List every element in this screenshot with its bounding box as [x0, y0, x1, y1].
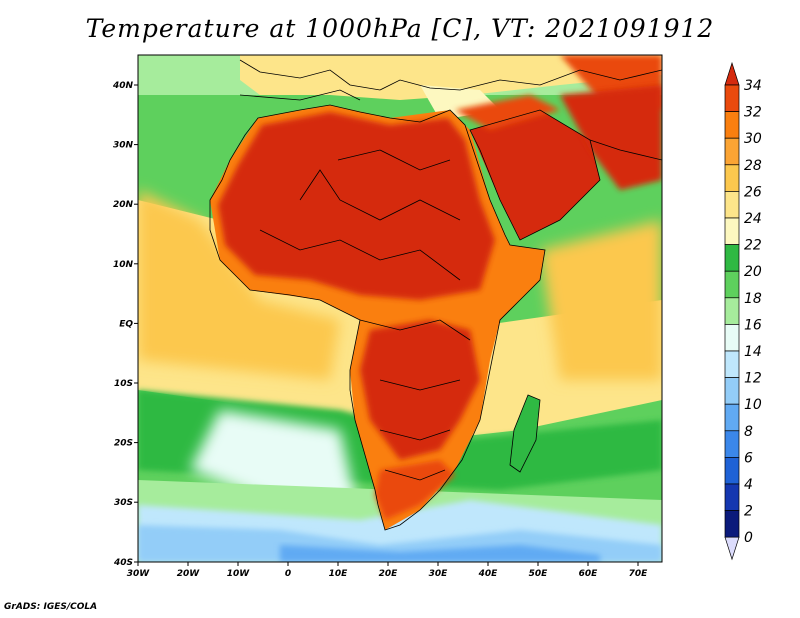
plot-frame: [137, 54, 663, 563]
x-tick-label: 40E: [478, 569, 499, 579]
map-title: Temperature at 1000hPa [C], VT: 20210919…: [85, 14, 715, 43]
y-tick-label: 40S: [113, 558, 133, 568]
colorbar-top-arrow: [724, 61, 740, 86]
x-tick-label: 50E: [529, 569, 549, 579]
x-tick-label: 30W: [127, 569, 151, 579]
colorbar-swatch: [724, 377, 740, 405]
colorbar-swatch: [724, 510, 740, 538]
y-tick-label: 10N: [113, 260, 134, 270]
y-tick-label: 30N: [113, 141, 134, 151]
colorbar-swatch: [724, 244, 740, 272]
colorbar-swatch: [724, 297, 740, 325]
y-tick-label: 40N: [112, 81, 134, 91]
colorbar-swatch: [724, 324, 740, 352]
colorbar-swatch: [724, 483, 740, 511]
x-tick-label: 10E: [329, 569, 349, 579]
colorbar-label: 8: [744, 424, 753, 440]
y-tick-label: 10S: [114, 379, 133, 389]
coastlines: [209, 59, 662, 531]
credit-label: GrADS: IGES/COLA: [4, 602, 98, 612]
colorbar-label: 32: [744, 105, 762, 121]
temperature-field: [138, 55, 662, 562]
colorbar-swatch: [724, 191, 740, 219]
x-tick-label: 0: [285, 569, 291, 579]
x-tick-label: 30E: [429, 569, 449, 579]
colorbar-label: 2: [744, 504, 753, 520]
colorbar-label: 24: [744, 211, 762, 227]
colorbar-label: 18: [744, 291, 762, 307]
colorbar-label: 30: [744, 131, 762, 147]
colorbar-swatch: [724, 111, 740, 139]
colorbar-label: 28: [744, 158, 762, 174]
y-tick-label: 30S: [114, 498, 133, 508]
colorbar-swatch: [724, 430, 740, 458]
colorbar-label: 4: [744, 477, 753, 493]
colorbar-swatch: [724, 137, 740, 166]
colorbar-label: 10: [744, 397, 762, 413]
colorbar-swatch: [724, 403, 740, 432]
colorbar-swatch: [724, 457, 740, 485]
x-tick-label: 10W: [227, 569, 251, 579]
colorbar-label: 0: [744, 530, 753, 546]
y-axis-ticks: 40N 30N 20N 10N EQ 10S 20S 30S 40S: [112, 81, 138, 568]
colorbar-label: 26: [744, 184, 762, 200]
colorbar-bottom-arrow: [724, 536, 740, 561]
x-tick-label: 20W: [177, 569, 201, 579]
colorbar-label: 6: [744, 450, 753, 466]
y-tick-label: EQ: [119, 319, 133, 329]
colorbar-swatch: [724, 84, 740, 112]
colorbar-swatch: [724, 164, 740, 192]
colorbar-swatch: [724, 350, 740, 378]
colorbar-swatch: [724, 270, 740, 299]
colorbar-label: 12: [744, 371, 762, 387]
colorbar-label: 22: [744, 238, 762, 254]
colorbar-label: 34: [744, 78, 762, 94]
colorbar-label: 20: [744, 264, 762, 280]
x-tick-label: 20E: [379, 569, 399, 579]
colorbar-label: 14: [744, 344, 762, 360]
colorbar-swatch: [724, 217, 740, 245]
x-tick-label: 70E: [629, 569, 649, 579]
x-axis-ticks: 30W 20W 10W 0 10E 20E 30E 40E 50E 60E 70E: [127, 562, 648, 579]
x-tick-label: 60E: [579, 569, 599, 579]
colorbar-label: 16: [744, 317, 762, 333]
y-tick-label: 20N: [113, 200, 134, 210]
y-tick-label: 20S: [114, 439, 133, 449]
